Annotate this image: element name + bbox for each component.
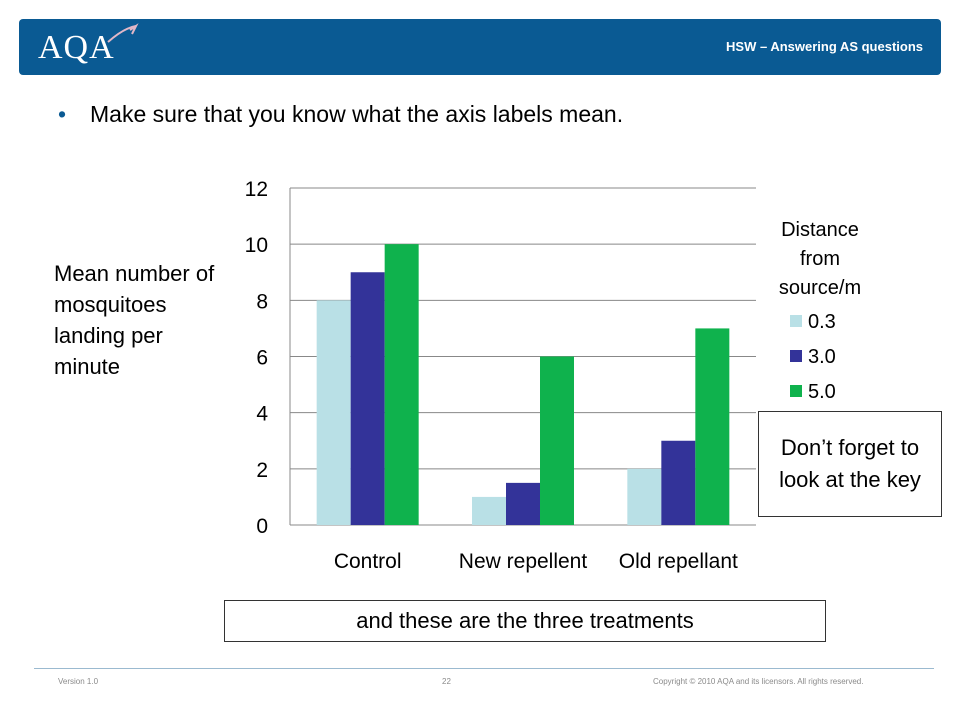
key-reminder-text: Don’t forget to look at the key [779, 435, 921, 492]
y-tick-label: 0 [256, 515, 268, 538]
legend-swatch-3.0 [790, 350, 802, 362]
legend-swatch-0.3 [790, 315, 802, 327]
y-tick-label: 10 [245, 234, 268, 257]
treatments-note: and these are the three treatments [224, 600, 826, 642]
bar-control-5.0 [384, 244, 419, 525]
bar-new-repellent-3.0 [506, 482, 540, 525]
bar-control-0.3 [316, 300, 351, 525]
x-category-label: New repellent [459, 550, 588, 573]
header-title: HSW – Answering AS questions [726, 39, 923, 54]
y-tick-label: 8 [256, 290, 268, 313]
bullet-point: • Make sure that you know what the axis … [58, 101, 623, 128]
header-bar: HSW – Answering AS questions [19, 19, 941, 75]
bar-control-3.0 [350, 272, 385, 525]
legend-label-0.3: 0.3 [808, 311, 836, 333]
bar-old-repellant-5.0 [695, 328, 730, 525]
logo-text: AQA [38, 29, 115, 66]
footer-page-number: 22 [442, 677, 451, 686]
y-tick-label: 2 [256, 459, 268, 482]
bar-new-repellent-0.3 [472, 496, 506, 525]
y-tick-label: 4 [256, 403, 268, 426]
aqa-logo: AQA [38, 23, 139, 66]
bar-old-repellant-3.0 [661, 440, 696, 525]
bar-old-repellant-0.3 [627, 468, 662, 525]
y-tick-label: 12 [245, 178, 268, 201]
x-category-label: Old repellant [619, 550, 738, 573]
legend-label-5.0: 5.0 [808, 381, 836, 403]
legend-swatch-5.0 [790, 385, 802, 397]
y-axis-label: Mean number of mosquitoes landing per mi… [54, 261, 215, 379]
footer-divider [34, 668, 934, 669]
x-category-label: Control [334, 550, 402, 573]
footer-version: Version 1.0 [58, 677, 99, 686]
footer-copyright: Copyright © 2010 AQA and its licensors. … [653, 677, 864, 686]
legend-label-3.0: 3.0 [808, 346, 836, 368]
key-reminder-note: Don’t forget to look at the key [758, 411, 942, 517]
bullet-text: Make sure that you know what the axis la… [90, 101, 624, 127]
treatments-text: and these are the three treatments [356, 608, 694, 633]
bar-new-repellent-5.0 [540, 356, 574, 525]
bullet-marker: • [58, 101, 67, 127]
legend-title-line: source/m [779, 277, 861, 299]
legend-title-line: from [800, 248, 840, 270]
y-tick-label: 6 [256, 347, 268, 370]
legend-title-line: Distance [781, 219, 859, 241]
